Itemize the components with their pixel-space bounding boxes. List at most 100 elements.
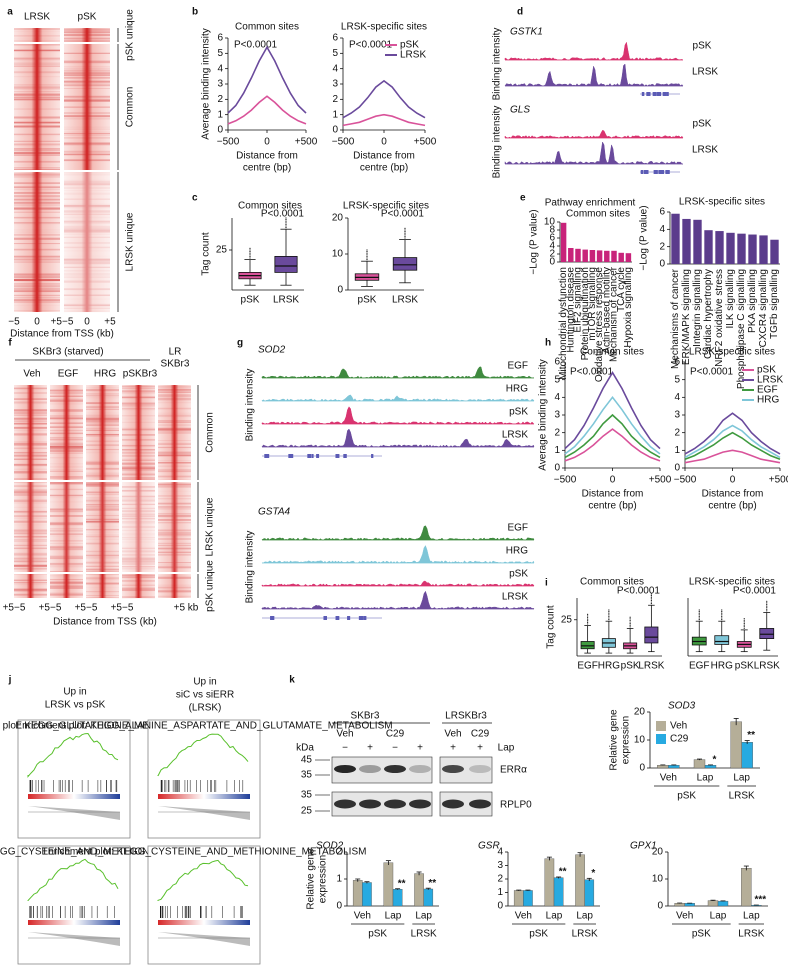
- heatmap-row: [158, 486, 191, 488]
- y-axis-label: Binding intensity: [492, 28, 503, 101]
- significance: **: [747, 730, 755, 741]
- heatmap-row: [64, 280, 110, 283]
- heatmap-row: [122, 547, 155, 550]
- heatmap-row: [14, 234, 60, 236]
- heatmap-row: [14, 485, 47, 487]
- heatmap-row: [122, 589, 155, 591]
- y-tick-label: 3: [554, 410, 560, 421]
- x-tick-label: LRSK: [754, 661, 780, 672]
- heatmap-row: [64, 183, 110, 185]
- exon: [371, 454, 374, 458]
- exon: [652, 92, 657, 96]
- heatmap-row: [14, 465, 47, 467]
- heatmap-row: [64, 263, 110, 265]
- column-label: pSKBr3: [123, 369, 158, 380]
- y-tick-label: 0: [217, 125, 223, 136]
- heatmap-row: [14, 261, 60, 263]
- outlier: [366, 259, 368, 261]
- heatmap-row: [50, 395, 83, 397]
- heatmap-row: [122, 451, 155, 453]
- exon: [640, 170, 644, 174]
- heatmap-row: [64, 62, 110, 63]
- y-tick-label: 4: [497, 847, 503, 858]
- heatmap-row: [14, 489, 47, 491]
- outlier: [743, 621, 745, 623]
- heatmap-row: [14, 76, 60, 78]
- heatmap-row: [14, 297, 60, 299]
- heatmap-row: [158, 513, 191, 515]
- heatmap-row: [50, 515, 83, 517]
- bar: [575, 854, 585, 907]
- heatmap-row: [158, 548, 191, 549]
- line: [564, 428, 661, 462]
- heatmap-row: [14, 204, 60, 207]
- heatmap-row: [158, 413, 191, 415]
- heatmap-row: [64, 273, 110, 274]
- heatmap-row: [158, 455, 191, 457]
- heatmap-row: [158, 453, 191, 456]
- heatmap-row: [64, 77, 110, 79]
- outlier: [650, 598, 652, 600]
- heatmap-row: [64, 294, 110, 296]
- heatmap-row: [64, 31, 110, 34]
- heatmap-row: [50, 432, 83, 435]
- heatmap-row: [50, 437, 83, 439]
- outlier: [249, 251, 251, 253]
- heatmap-row: [64, 88, 110, 89]
- heatmap-row: [86, 518, 119, 521]
- y-tick-label: 5: [674, 374, 680, 385]
- heatmap-row: [122, 597, 155, 599]
- heatmap-row: [14, 243, 60, 245]
- track-label: LRSK: [692, 67, 718, 78]
- gsea-curve: [157, 733, 249, 777]
- panel-label: d: [517, 7, 523, 18]
- x-axis-label: Distance from TSS (kb): [53, 617, 157, 628]
- heatmap-row: [14, 539, 47, 541]
- bar: [671, 213, 680, 264]
- bar: [589, 250, 596, 262]
- heatmap-row: [86, 414, 119, 417]
- heatmap-row: [14, 134, 60, 137]
- y-tick-label: 0: [659, 259, 665, 270]
- heatmap-row: [64, 220, 110, 222]
- protein-label: ERRα: [500, 765, 527, 776]
- heatmap-row: [122, 451, 155, 454]
- heatmap-row: [14, 412, 47, 413]
- outlier: [698, 617, 700, 619]
- outlier: [721, 614, 723, 616]
- heatmap-row: [64, 37, 110, 39]
- bar: [523, 890, 533, 907]
- x-tick-label: Lap: [385, 911, 402, 922]
- x-tick-label: NRF2 oxidative stress: [714, 269, 725, 367]
- outlier: [587, 623, 589, 625]
- heatmap-row: [64, 72, 110, 75]
- outlier: [608, 617, 610, 619]
- heatmap-row: [64, 30, 110, 31]
- band: [409, 765, 431, 773]
- bar: [584, 879, 595, 907]
- heatmap-row: [14, 301, 60, 303]
- heatmap-row: [50, 481, 83, 484]
- heatmap-row: [122, 486, 155, 489]
- heatmap-row: [50, 488, 83, 491]
- heatmap-row: [122, 558, 155, 561]
- band: [409, 799, 431, 809]
- exon: [323, 616, 328, 620]
- heatmap-row: [122, 454, 155, 457]
- gsea-plot: [17, 845, 131, 965]
- box: [644, 626, 659, 644]
- outlier: [249, 247, 251, 249]
- heatmap-row: [64, 212, 110, 214]
- heatmap-row: [64, 203, 110, 206]
- heatmap-row: [14, 288, 60, 290]
- heatmap-row: [14, 418, 47, 419]
- heatmap-row: [64, 181, 110, 184]
- heatmap-row: [14, 50, 60, 52]
- heatmap-row: [158, 595, 191, 598]
- heatmap-row: [122, 561, 155, 563]
- heatmap-row: [64, 222, 110, 224]
- heatmap-row: [122, 509, 155, 511]
- heatmap-row: [158, 398, 191, 400]
- x-tick-label: HRG: [711, 661, 733, 672]
- heatmap-row: [86, 491, 119, 494]
